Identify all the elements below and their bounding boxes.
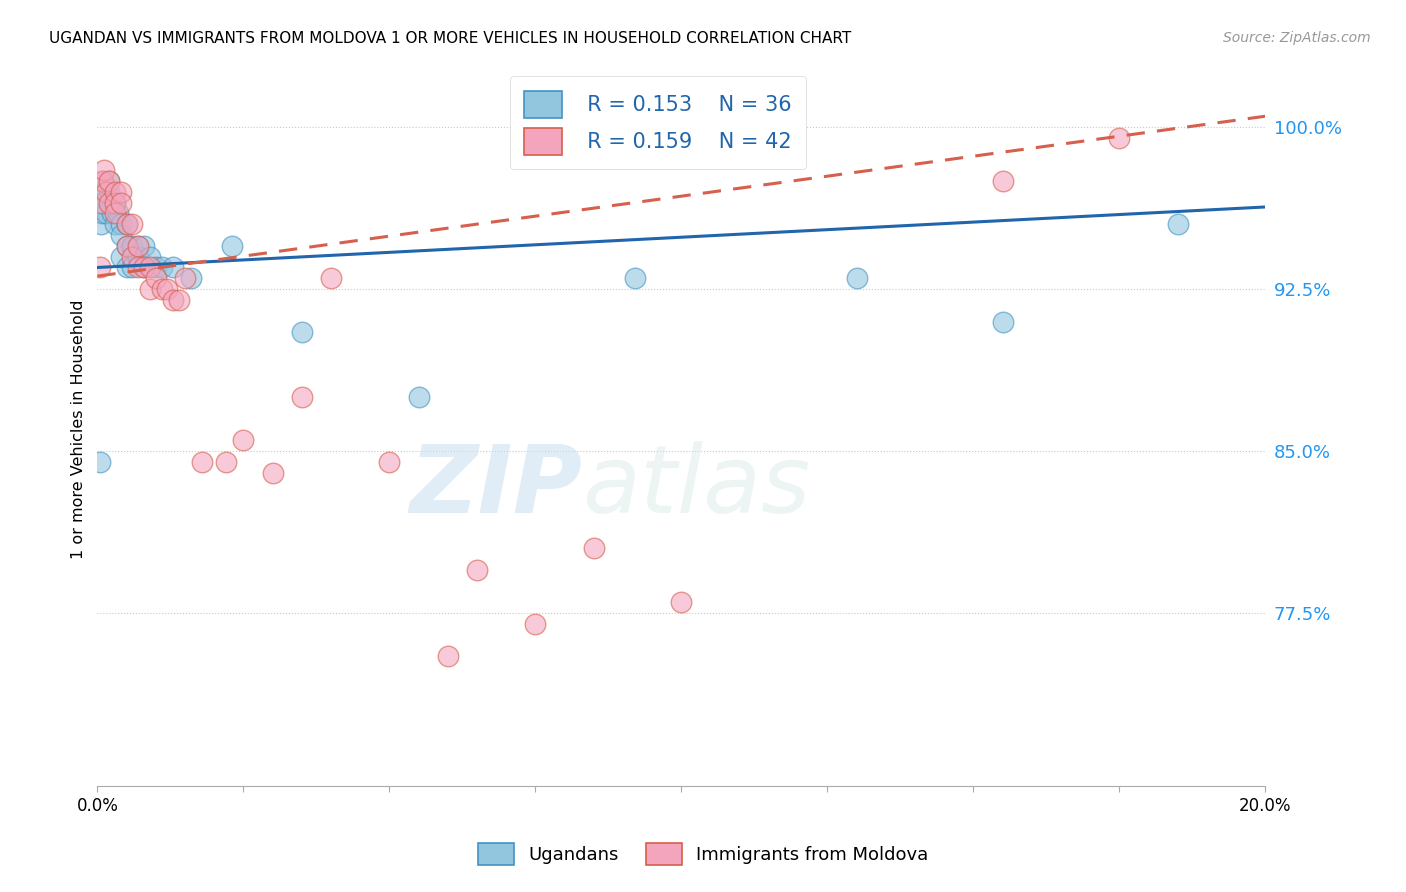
Point xyxy=(115,239,138,253)
Point xyxy=(110,228,132,243)
Point xyxy=(180,271,202,285)
Point xyxy=(319,271,342,285)
Point xyxy=(110,185,132,199)
Point xyxy=(91,174,114,188)
Point xyxy=(1167,217,1189,231)
Point xyxy=(167,293,190,307)
Point xyxy=(104,195,127,210)
Point xyxy=(991,314,1014,328)
Y-axis label: 1 or more Vehicles in Household: 1 or more Vehicles in Household xyxy=(72,300,86,559)
Point xyxy=(90,195,112,210)
Point xyxy=(104,217,127,231)
Point xyxy=(94,206,117,220)
Point xyxy=(121,250,143,264)
Point xyxy=(91,174,114,188)
Point xyxy=(132,260,155,275)
Point xyxy=(671,595,693,609)
Point xyxy=(107,206,129,220)
Point xyxy=(221,239,243,253)
Point xyxy=(524,617,547,632)
Point xyxy=(465,563,488,577)
Point xyxy=(98,174,121,188)
Point xyxy=(132,239,155,253)
Legend: Ugandans, Immigrants from Moldova: Ugandans, Immigrants from Moldova xyxy=(471,836,935,872)
Point xyxy=(150,260,173,275)
Point xyxy=(162,260,184,275)
Point xyxy=(1108,130,1130,145)
Point xyxy=(101,206,124,220)
Point xyxy=(115,217,138,231)
Point xyxy=(215,455,238,469)
Point xyxy=(127,239,149,253)
Point xyxy=(291,326,314,340)
Point xyxy=(93,195,115,210)
Point xyxy=(90,217,112,231)
Point xyxy=(191,455,214,469)
Point xyxy=(110,195,132,210)
Point xyxy=(104,185,127,199)
Text: ZIP: ZIP xyxy=(409,441,582,533)
Point xyxy=(845,271,868,285)
Point xyxy=(150,282,173,296)
Point xyxy=(115,239,138,253)
Point xyxy=(132,260,155,275)
Point xyxy=(991,174,1014,188)
Point xyxy=(378,455,401,469)
Point xyxy=(139,260,162,275)
Point xyxy=(127,239,149,253)
Text: Source: ZipAtlas.com: Source: ZipAtlas.com xyxy=(1223,31,1371,45)
Point xyxy=(582,541,605,556)
Point xyxy=(115,217,138,231)
Point xyxy=(121,260,143,275)
Point xyxy=(436,649,458,664)
Point xyxy=(174,271,197,285)
Point xyxy=(94,185,117,199)
Legend:   R = 0.153    N = 36,   R = 0.159    N = 42: R = 0.153 N = 36, R = 0.159 N = 42 xyxy=(509,76,807,169)
Point xyxy=(91,185,114,199)
Point xyxy=(145,271,167,285)
Point xyxy=(262,466,284,480)
Point xyxy=(89,455,111,469)
Point xyxy=(91,206,114,220)
Point xyxy=(623,271,645,285)
Point xyxy=(110,217,132,231)
Point xyxy=(115,260,138,275)
Point xyxy=(145,260,167,275)
Text: atlas: atlas xyxy=(582,442,810,533)
Point xyxy=(98,174,121,188)
Point xyxy=(89,260,111,275)
Point xyxy=(408,390,430,404)
Point xyxy=(110,250,132,264)
Point xyxy=(104,195,127,210)
Point xyxy=(139,250,162,264)
Point xyxy=(98,195,121,210)
Point xyxy=(162,293,184,307)
Point xyxy=(127,260,149,275)
Point xyxy=(232,434,254,448)
Point xyxy=(139,282,162,296)
Point xyxy=(98,185,121,199)
Point xyxy=(156,282,179,296)
Text: UGANDAN VS IMMIGRANTS FROM MOLDOVA 1 OR MORE VEHICLES IN HOUSEHOLD CORRELATION C: UGANDAN VS IMMIGRANTS FROM MOLDOVA 1 OR … xyxy=(49,31,852,46)
Point xyxy=(104,206,127,220)
Point xyxy=(291,390,314,404)
Point xyxy=(121,217,143,231)
Point xyxy=(93,163,115,178)
Point xyxy=(127,250,149,264)
Point xyxy=(121,239,143,253)
